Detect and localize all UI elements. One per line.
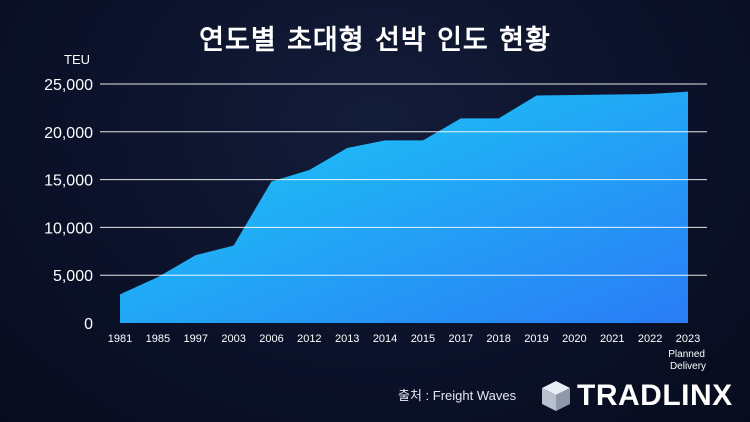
x-tick-label: 2022 bbox=[638, 333, 662, 345]
x-tick-label: 2023 bbox=[676, 333, 700, 345]
cube-icon bbox=[542, 381, 570, 411]
x-tick-label: 1997 bbox=[183, 333, 207, 345]
y-axis-label: TEU bbox=[64, 52, 90, 67]
x-tick-label: 2014 bbox=[373, 333, 397, 345]
y-tick-label: 20,000 bbox=[44, 125, 93, 142]
x-tick-label: 2021 bbox=[600, 333, 624, 345]
x-tick-label: 2019 bbox=[524, 333, 548, 345]
x-tick-label: 1985 bbox=[146, 333, 170, 345]
y-tick-label: 10,000 bbox=[44, 220, 93, 237]
x-tick-label: 2006 bbox=[259, 333, 283, 345]
x-tick-label: 1981 bbox=[108, 333, 132, 345]
y-tick-label: 25,000 bbox=[44, 77, 93, 94]
planned-delivery-label: Planned Delivery bbox=[668, 349, 707, 372]
x-tick-label: 2020 bbox=[562, 333, 586, 345]
brand-name: TRADLINX bbox=[577, 379, 733, 412]
x-tick-label: 2003 bbox=[221, 333, 245, 345]
x-tick-label: 2012 bbox=[297, 333, 321, 345]
y-tick-label: 0 bbox=[84, 316, 93, 333]
x-tick-label: 2015 bbox=[411, 333, 435, 345]
y-tick-label: 15,000 bbox=[44, 173, 93, 190]
y-tick-label: 5,000 bbox=[53, 268, 93, 285]
source-note: 출처 : Freight Waves bbox=[398, 388, 517, 403]
x-tick-label: 2018 bbox=[486, 333, 510, 345]
brand-logo: TRADLINX bbox=[541, 378, 733, 414]
x-tick-label: 2013 bbox=[335, 333, 359, 345]
chart-title: 연도별 초대형 선박 인도 현황 bbox=[199, 25, 551, 56]
x-tick-label: 2017 bbox=[449, 333, 473, 345]
series-area bbox=[120, 91, 688, 323]
